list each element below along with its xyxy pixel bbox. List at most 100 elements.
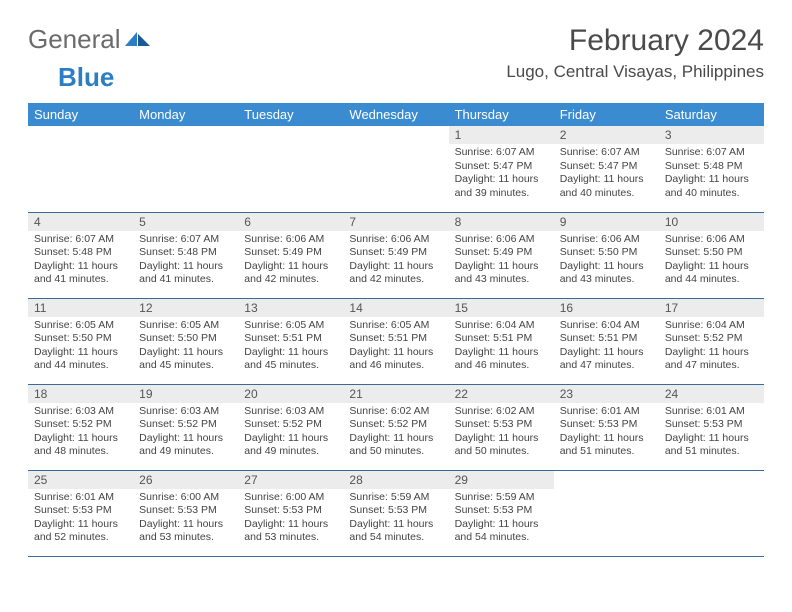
day-details: Sunrise: 6:06 AMSunset: 5:49 PMDaylight:… <box>343 231 448 292</box>
day-number: 29 <box>449 471 554 489</box>
calendar-day-cell: 12Sunrise: 6:05 AMSunset: 5:50 PMDayligh… <box>133 298 238 384</box>
calendar-day-cell: 18Sunrise: 6:03 AMSunset: 5:52 PMDayligh… <box>28 384 133 470</box>
day-number: 26 <box>133 471 238 489</box>
day-details: Sunrise: 6:05 AMSunset: 5:50 PMDaylight:… <box>28 317 133 378</box>
month-title: February 2024 <box>506 24 764 58</box>
day-number: 7 <box>343 213 448 231</box>
calendar-day-cell: 5Sunrise: 6:07 AMSunset: 5:48 PMDaylight… <box>133 212 238 298</box>
calendar-day-cell: 21Sunrise: 6:02 AMSunset: 5:52 PMDayligh… <box>343 384 448 470</box>
calendar-day-cell: 26Sunrise: 6:00 AMSunset: 5:53 PMDayligh… <box>133 470 238 556</box>
day-details: Sunrise: 6:05 AMSunset: 5:51 PMDaylight:… <box>238 317 343 378</box>
calendar-day-cell: 6Sunrise: 6:06 AMSunset: 5:49 PMDaylight… <box>238 212 343 298</box>
day-number: 15 <box>449 299 554 317</box>
day-number: 24 <box>659 385 764 403</box>
weekday-header: Friday <box>554 103 659 126</box>
calendar-day-cell <box>659 470 764 556</box>
day-details: Sunrise: 6:07 AMSunset: 5:48 PMDaylight:… <box>28 231 133 292</box>
day-number: 14 <box>343 299 448 317</box>
day-number: 4 <box>28 213 133 231</box>
day-number: 1 <box>449 126 554 144</box>
day-details: Sunrise: 6:02 AMSunset: 5:53 PMDaylight:… <box>449 403 554 464</box>
calendar-day-cell: 7Sunrise: 6:06 AMSunset: 5:49 PMDaylight… <box>343 212 448 298</box>
weekday-header: Monday <box>133 103 238 126</box>
calendar-table: SundayMondayTuesdayWednesdayThursdayFrid… <box>28 103 764 557</box>
day-number: 27 <box>238 471 343 489</box>
day-number: 16 <box>554 299 659 317</box>
calendar-day-cell: 15Sunrise: 6:04 AMSunset: 5:51 PMDayligh… <box>449 298 554 384</box>
day-details: Sunrise: 6:01 AMSunset: 5:53 PMDaylight:… <box>554 403 659 464</box>
day-details: Sunrise: 6:07 AMSunset: 5:48 PMDaylight:… <box>659 144 764 205</box>
calendar-day-cell: 13Sunrise: 6:05 AMSunset: 5:51 PMDayligh… <box>238 298 343 384</box>
day-details: Sunrise: 6:04 AMSunset: 5:51 PMDaylight:… <box>554 317 659 378</box>
day-details: Sunrise: 6:05 AMSunset: 5:51 PMDaylight:… <box>343 317 448 378</box>
day-details: Sunrise: 6:01 AMSunset: 5:53 PMDaylight:… <box>28 489 133 550</box>
calendar-day-cell: 1Sunrise: 6:07 AMSunset: 5:47 PMDaylight… <box>449 126 554 212</box>
weekday-header: Wednesday <box>343 103 448 126</box>
logo: General <box>28 24 153 55</box>
day-details: Sunrise: 6:05 AMSunset: 5:50 PMDaylight:… <box>133 317 238 378</box>
logo-mark-icon <box>125 24 151 55</box>
calendar-day-cell: 27Sunrise: 6:00 AMSunset: 5:53 PMDayligh… <box>238 470 343 556</box>
day-details: Sunrise: 6:06 AMSunset: 5:50 PMDaylight:… <box>659 231 764 292</box>
calendar-week-row: 11Sunrise: 6:05 AMSunset: 5:50 PMDayligh… <box>28 298 764 384</box>
calendar-day-cell: 28Sunrise: 5:59 AMSunset: 5:53 PMDayligh… <box>343 470 448 556</box>
day-number: 9 <box>554 213 659 231</box>
calendar-day-cell <box>343 126 448 212</box>
calendar-day-cell: 8Sunrise: 6:06 AMSunset: 5:49 PMDaylight… <box>449 212 554 298</box>
day-details: Sunrise: 6:01 AMSunset: 5:53 PMDaylight:… <box>659 403 764 464</box>
calendar-day-cell: 17Sunrise: 6:04 AMSunset: 5:52 PMDayligh… <box>659 298 764 384</box>
logo-text-blue: Blue <box>58 62 114 92</box>
day-details: Sunrise: 5:59 AMSunset: 5:53 PMDaylight:… <box>343 489 448 550</box>
day-number: 6 <box>238 213 343 231</box>
calendar-day-cell: 2Sunrise: 6:07 AMSunset: 5:47 PMDaylight… <box>554 126 659 212</box>
weekday-header-row: SundayMondayTuesdayWednesdayThursdayFrid… <box>28 103 764 126</box>
calendar-day-cell: 11Sunrise: 6:05 AMSunset: 5:50 PMDayligh… <box>28 298 133 384</box>
calendar-day-cell: 19Sunrise: 6:03 AMSunset: 5:52 PMDayligh… <box>133 384 238 470</box>
calendar-day-cell <box>133 126 238 212</box>
calendar-week-row: 18Sunrise: 6:03 AMSunset: 5:52 PMDayligh… <box>28 384 764 470</box>
day-details: Sunrise: 6:06 AMSunset: 5:50 PMDaylight:… <box>554 231 659 292</box>
calendar-week-row: 25Sunrise: 6:01 AMSunset: 5:53 PMDayligh… <box>28 470 764 556</box>
day-number: 22 <box>449 385 554 403</box>
day-number: 11 <box>28 299 133 317</box>
day-details: Sunrise: 6:04 AMSunset: 5:52 PMDaylight:… <box>659 317 764 378</box>
day-details: Sunrise: 5:59 AMSunset: 5:53 PMDaylight:… <box>449 489 554 550</box>
day-details: Sunrise: 6:03 AMSunset: 5:52 PMDaylight:… <box>133 403 238 464</box>
calendar-day-cell: 24Sunrise: 6:01 AMSunset: 5:53 PMDayligh… <box>659 384 764 470</box>
calendar-day-cell: 9Sunrise: 6:06 AMSunset: 5:50 PMDaylight… <box>554 212 659 298</box>
day-number: 2 <box>554 126 659 144</box>
day-number: 3 <box>659 126 764 144</box>
calendar-day-cell: 25Sunrise: 6:01 AMSunset: 5:53 PMDayligh… <box>28 470 133 556</box>
day-number: 13 <box>238 299 343 317</box>
day-details: Sunrise: 6:07 AMSunset: 5:48 PMDaylight:… <box>133 231 238 292</box>
calendar-day-cell <box>28 126 133 212</box>
day-details: Sunrise: 6:04 AMSunset: 5:51 PMDaylight:… <box>449 317 554 378</box>
calendar-day-cell <box>238 126 343 212</box>
day-details: Sunrise: 6:03 AMSunset: 5:52 PMDaylight:… <box>238 403 343 464</box>
calendar-day-cell <box>554 470 659 556</box>
day-details: Sunrise: 6:00 AMSunset: 5:53 PMDaylight:… <box>238 489 343 550</box>
day-number: 5 <box>133 213 238 231</box>
logo-text-general: General <box>28 24 121 55</box>
day-details: Sunrise: 6:07 AMSunset: 5:47 PMDaylight:… <box>449 144 554 205</box>
calendar-day-cell: 16Sunrise: 6:04 AMSunset: 5:51 PMDayligh… <box>554 298 659 384</box>
day-number: 25 <box>28 471 133 489</box>
day-number: 28 <box>343 471 448 489</box>
calendar-day-cell: 20Sunrise: 6:03 AMSunset: 5:52 PMDayligh… <box>238 384 343 470</box>
weekday-header: Thursday <box>449 103 554 126</box>
calendar-day-cell: 22Sunrise: 6:02 AMSunset: 5:53 PMDayligh… <box>449 384 554 470</box>
day-details: Sunrise: 6:00 AMSunset: 5:53 PMDaylight:… <box>133 489 238 550</box>
day-number: 23 <box>554 385 659 403</box>
day-details: Sunrise: 6:02 AMSunset: 5:52 PMDaylight:… <box>343 403 448 464</box>
day-details: Sunrise: 6:06 AMSunset: 5:49 PMDaylight:… <box>449 231 554 292</box>
calendar-day-cell: 14Sunrise: 6:05 AMSunset: 5:51 PMDayligh… <box>343 298 448 384</box>
day-number: 12 <box>133 299 238 317</box>
day-details: Sunrise: 6:06 AMSunset: 5:49 PMDaylight:… <box>238 231 343 292</box>
day-number: 17 <box>659 299 764 317</box>
calendar-day-cell: 23Sunrise: 6:01 AMSunset: 5:53 PMDayligh… <box>554 384 659 470</box>
day-number: 18 <box>28 385 133 403</box>
calendar-day-cell: 4Sunrise: 6:07 AMSunset: 5:48 PMDaylight… <box>28 212 133 298</box>
day-details: Sunrise: 6:07 AMSunset: 5:47 PMDaylight:… <box>554 144 659 205</box>
calendar-day-cell: 3Sunrise: 6:07 AMSunset: 5:48 PMDaylight… <box>659 126 764 212</box>
day-number: 8 <box>449 213 554 231</box>
